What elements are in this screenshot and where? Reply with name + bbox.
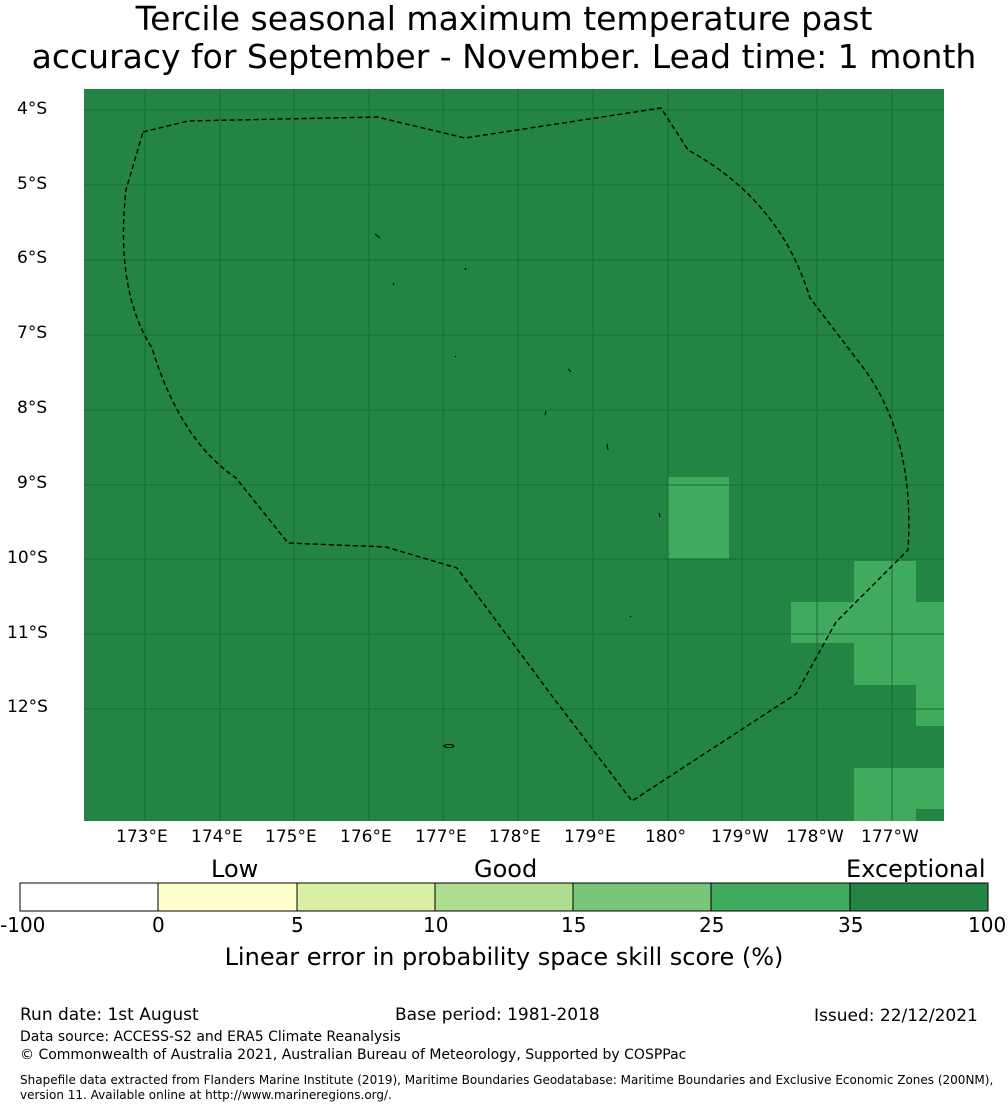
colorbar-segment [297,883,435,911]
skill-cell [916,685,944,726]
skill-cell [791,602,944,643]
shapefile-credit-line-1: Shapefile data extracted from Flanders M… [20,1073,994,1087]
skill-cell [854,768,944,809]
colorbar-segment [711,883,850,911]
lon-label: 177°E [415,827,467,847]
lon-label: 174°E [191,827,243,847]
colorbar-tick-label: -100 [0,913,46,937]
graticule [84,89,944,821]
colorbar-segment [435,883,573,911]
lon-label: 179°W [711,827,769,847]
island-shape [443,744,455,748]
copyright-notice: © Commonwealth of Australia 2021, Austra… [20,1047,687,1063]
lon-label: 175°E [265,827,317,847]
lat-label: 7°S [17,323,48,343]
lon-label: 178°W [786,827,844,847]
colorbar-dividers [157,883,851,911]
colorbar-tick-label: 5 [291,913,304,937]
colorbar-title: Linear error in probability space skill … [224,943,784,971]
shapefile-credit: Shapefile data extracted from Flanders M… [20,1073,1005,1103]
island-shape [567,368,572,373]
island-shape [544,410,547,416]
island-shape [464,267,467,271]
colorbar-tick-label: 10 [423,913,449,937]
base-period: Base period: 1981-2018 [395,1005,600,1025]
map-title-line-2: accuracy for September - November. Lead … [31,37,977,76]
skill-highlight-cells [668,477,944,821]
colorbar-segment [573,883,711,911]
shapefile-credit-line-2: version 11. Available online at http://w… [20,1088,392,1102]
colorbar-category-label: Good [474,855,538,883]
island-shape [606,443,609,451]
lat-label: 9°S [17,473,48,493]
lat-label: 6°S [17,248,48,268]
eez-boundary [122,107,910,802]
islands [374,233,661,748]
island-shape [392,282,395,286]
run-date: Run date: 1st August [20,1005,199,1025]
data-source: Data source: ACCESS-S2 and ERA5 Climate … [20,1029,401,1045]
colorbar-segment [850,883,988,911]
lat-label: 8°S [17,398,48,418]
colorbar-tick-label: 100 [968,913,1007,937]
issued-date: Issued: 22/12/2021 [814,1006,978,1026]
map-panel [84,89,944,821]
map-background [84,89,944,821]
lat-label: 5°S [17,174,48,194]
skill-cell [854,809,916,821]
island-shape [629,615,632,618]
colorbar [19,882,989,912]
skill-cell [854,561,916,602]
colorbar-segment [20,883,158,911]
colorbar-tick-label: 25 [699,913,725,937]
colorbar-segment [158,883,297,911]
colorbar-outline [19,882,989,912]
lon-label: 177°W [861,827,919,847]
island-shape [454,355,457,358]
map-title-line-1: Tercile seasonal maximum temperature pas… [135,0,873,38]
island-shape [658,512,661,518]
colorbar-tick-label: 0 [152,913,165,937]
lon-label: 178°E [489,827,541,847]
island-shape [374,233,381,239]
lon-label: 173°E [116,827,168,847]
lat-label: 12°S [7,697,48,717]
lon-label: 179°E [564,827,616,847]
colorbar-tick-label: 35 [838,913,864,937]
lat-label: 4°S [17,99,48,119]
lon-label: 180° [645,827,686,847]
lon-label: 176°E [340,827,392,847]
lat-label: 10°S [7,548,48,568]
colorbar-category-label: Low [211,855,259,883]
colorbar-category-label: Exceptional [846,855,986,883]
colorbar-tick-label: 15 [561,913,587,937]
lat-label: 11°S [7,623,48,643]
skill-cell [854,643,944,685]
skill-cell [668,477,729,559]
